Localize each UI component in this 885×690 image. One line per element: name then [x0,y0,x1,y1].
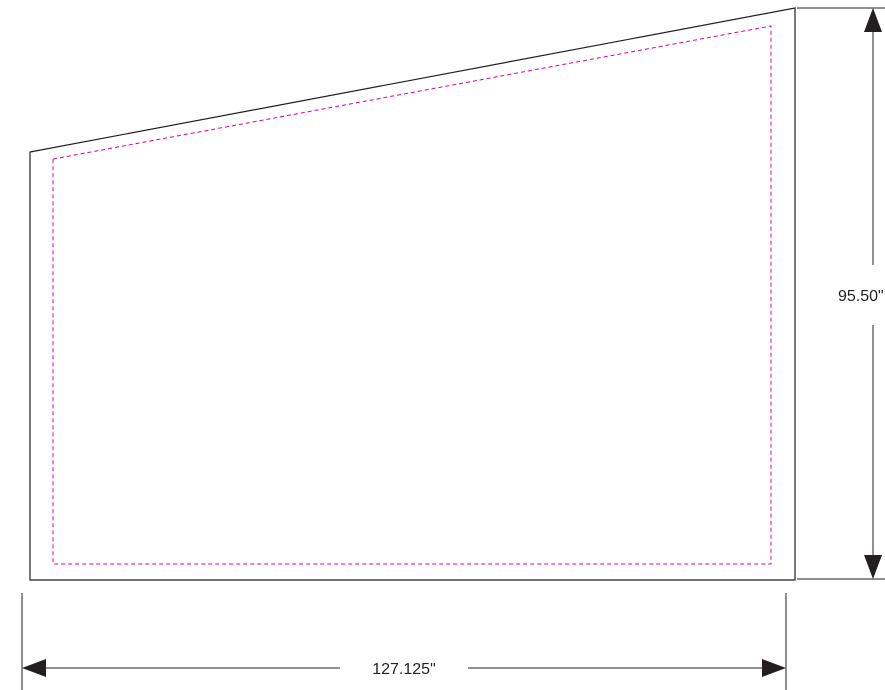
arrow-right-icon [762,659,786,677]
width-dimension: 127.125" [21,593,787,690]
arrow-up-icon [864,8,882,32]
width-label: 127.125" [372,661,436,678]
panel-outline [29,7,796,581]
arrow-left-icon [22,659,46,677]
arrow-down-icon [864,555,882,579]
height-dimension: 95.50" [797,7,885,580]
safe-area-dashed-line [52,25,772,565]
height-label: 95.50" [838,288,884,305]
